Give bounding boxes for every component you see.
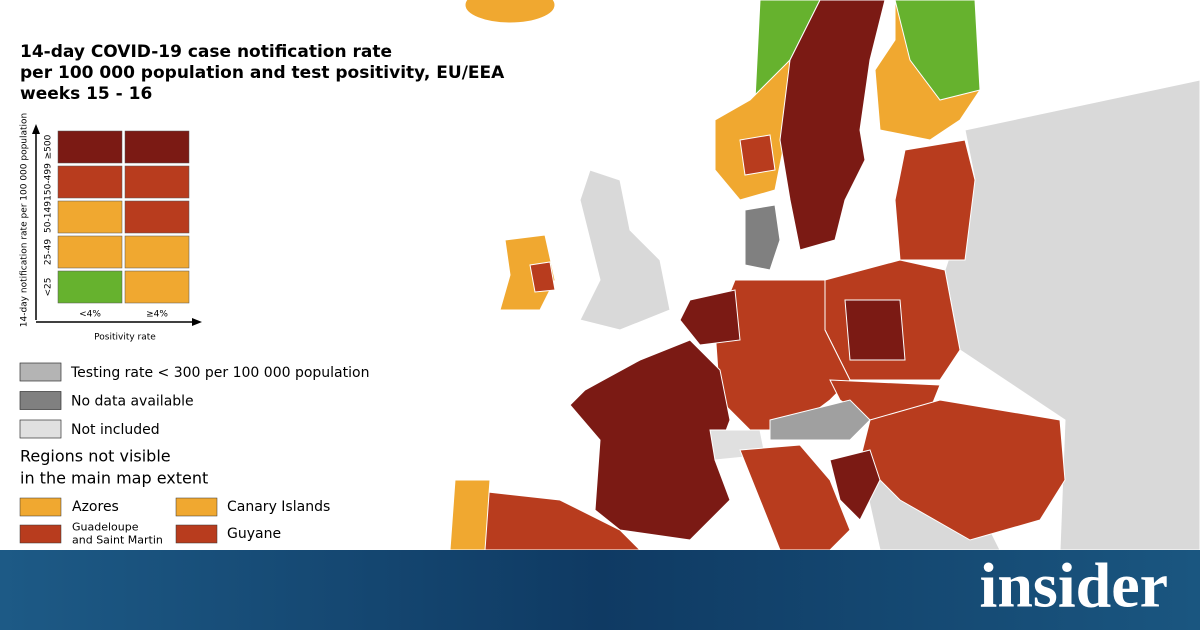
legend-swatch bbox=[19, 362, 62, 382]
row-label: <25 bbox=[44, 278, 54, 297]
row-label: 50-149 bbox=[44, 201, 54, 233]
uk bbox=[579, 169, 671, 331]
matrix-cell bbox=[124, 165, 190, 199]
regions-heading: in the main map extent bbox=[20, 469, 208, 488]
y-arrow-head bbox=[32, 124, 40, 134]
denmark bbox=[744, 204, 781, 271]
row-label: ≥500 bbox=[44, 134, 54, 159]
matrix-cell bbox=[124, 235, 190, 269]
benelux bbox=[679, 289, 741, 346]
france bbox=[569, 339, 731, 541]
title-line: per 100 000 population and test positivi… bbox=[20, 63, 505, 83]
legend-label: No data available bbox=[71, 394, 194, 410]
region-label: Guyane bbox=[227, 526, 281, 542]
legend-label: Not included bbox=[71, 422, 160, 438]
finland-north bbox=[894, 0, 981, 101]
norway-region bbox=[739, 134, 776, 176]
row-label: 150-499 bbox=[44, 163, 54, 201]
y-axis-label: 14-day notification rate per 100 000 pop… bbox=[20, 113, 30, 328]
x-axis-label: Positivity rate bbox=[94, 333, 156, 343]
island bbox=[464, 0, 556, 24]
matrix-cell bbox=[57, 165, 123, 199]
matrix-cell bbox=[124, 200, 190, 234]
title-line: weeks 15 - 16 bbox=[20, 84, 152, 104]
region-label: Azores bbox=[72, 499, 119, 515]
matrix-cell bbox=[57, 235, 123, 269]
region-label: Canary Islands bbox=[227, 499, 330, 515]
italy bbox=[739, 444, 851, 551]
matrix-cell bbox=[57, 270, 123, 304]
region-label: and Saint Martin bbox=[72, 534, 163, 547]
matrix-cell bbox=[57, 200, 123, 234]
austria bbox=[769, 399, 871, 441]
matrix-cell bbox=[57, 130, 123, 164]
baltics bbox=[894, 139, 976, 261]
map bbox=[449, 0, 1200, 551]
title-line: 14-day COVID-19 case notification rate bbox=[20, 42, 392, 62]
poland-region bbox=[844, 299, 906, 361]
brand-logo: insider bbox=[980, 550, 1168, 621]
croatia bbox=[829, 449, 881, 521]
legend-swatch bbox=[19, 419, 62, 439]
region-swatch bbox=[175, 524, 218, 544]
banner bbox=[0, 550, 1200, 630]
matrix-cell bbox=[124, 270, 190, 304]
legend-label: Testing rate < 300 per 100 000 populatio… bbox=[70, 365, 369, 381]
sweden bbox=[779, 0, 886, 251]
region-swatch bbox=[175, 497, 218, 517]
portugal bbox=[449, 479, 491, 551]
regions-heading: Regions not visible bbox=[20, 447, 171, 466]
region-swatch bbox=[19, 497, 62, 517]
region-label: Guadeloupe bbox=[72, 521, 139, 534]
row-label: 25-49 bbox=[44, 239, 54, 265]
ireland-region bbox=[529, 261, 556, 293]
x-arrow-head bbox=[192, 318, 202, 326]
column-label: <4% bbox=[79, 310, 101, 320]
region-swatch bbox=[19, 524, 62, 544]
legend-matrix: 14-day notification rate per 100 000 pop… bbox=[20, 113, 202, 343]
column-label: ≥4% bbox=[146, 310, 168, 320]
legend-swatch bbox=[19, 391, 62, 410]
matrix-cell bbox=[124, 130, 190, 164]
